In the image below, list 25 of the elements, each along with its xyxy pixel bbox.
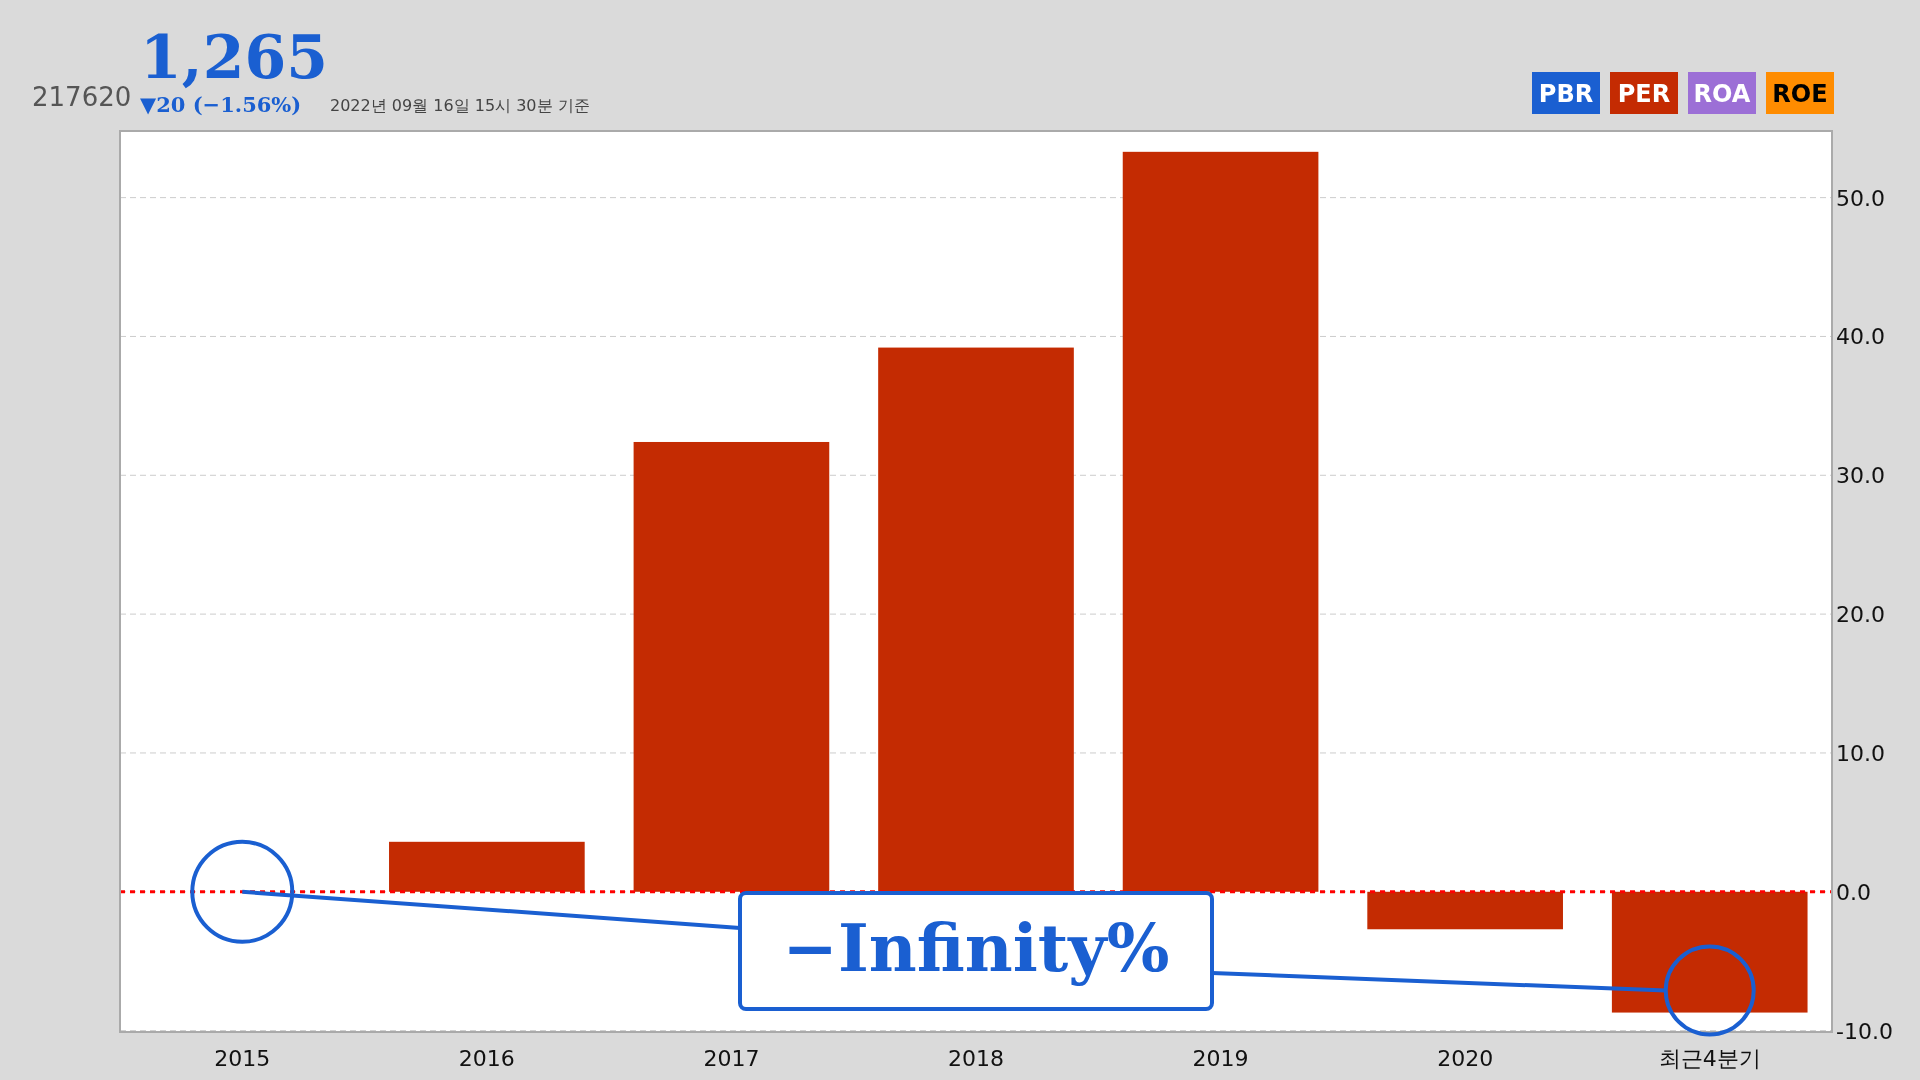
annotation: −Infinity%: [782, 909, 1170, 987]
x-tick-label: 2019: [1192, 1046, 1249, 1071]
bar: [1122, 151, 1319, 892]
chart-subtitle: ▼20 (−1.56%): [140, 92, 302, 117]
text: 217620: [32, 82, 132, 112]
x-tick-label: 2018: [948, 1046, 1004, 1071]
text: PBR: [1538, 80, 1594, 108]
x-tick-label: 2015: [214, 1046, 271, 1071]
text: ROA: [1693, 80, 1751, 108]
x-tick-label: 2020: [1437, 1046, 1494, 1071]
text: ROE: [1772, 80, 1828, 108]
y-tick-label: 40.0: [1836, 324, 1885, 350]
y-tick-label: 20.0: [1836, 602, 1885, 628]
y-tick-label: -10.0: [1836, 1018, 1893, 1044]
y-tick-label: 0.0: [1836, 879, 1871, 905]
x-tick-label: 2016: [458, 1046, 515, 1071]
y-tick-label: 30.0: [1836, 463, 1885, 489]
y-tick-label: 50.0: [1836, 185, 1885, 211]
text: PER: [1617, 80, 1671, 108]
y-tick-label: 10.0: [1836, 740, 1885, 766]
text: 2022년 09월 16일 15시 30분 기준: [330, 96, 590, 115]
bar: [1367, 891, 1563, 930]
x-tick-label: 최근4분기: [1658, 1046, 1761, 1071]
x-tick-label: 2017: [703, 1046, 760, 1071]
chart-title: 1,265: [140, 22, 328, 92]
